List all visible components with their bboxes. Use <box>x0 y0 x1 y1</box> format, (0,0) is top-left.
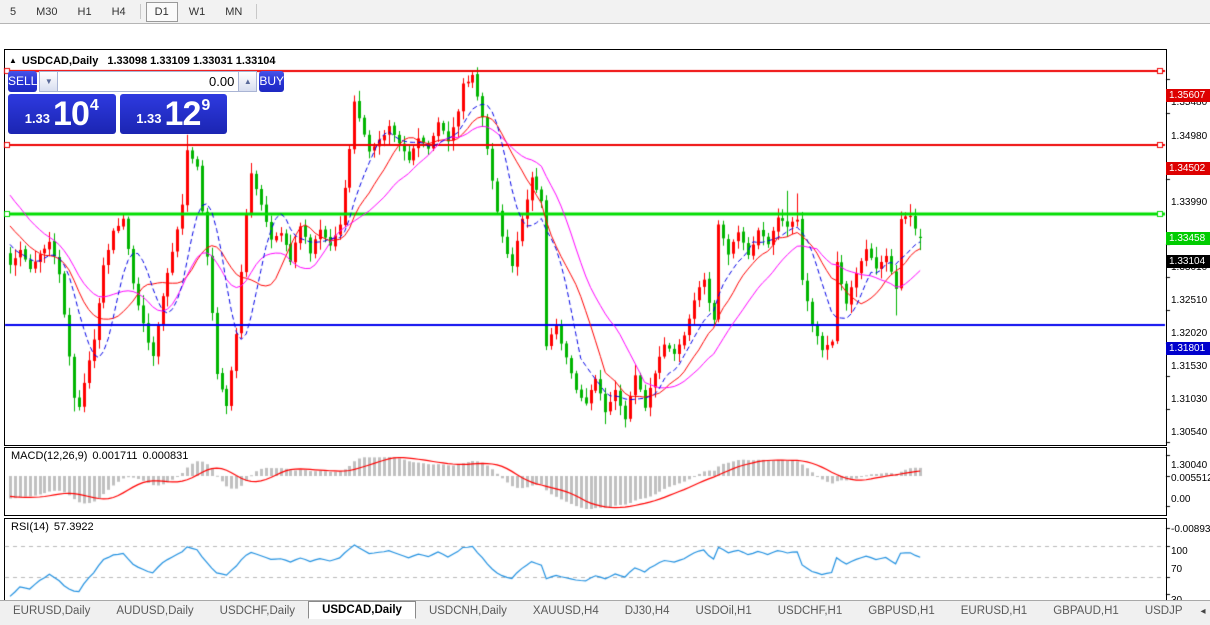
chart-tab-eurusd-daily[interactable]: EURUSD,Daily <box>13 605 91 617</box>
macd-signal-value: 0.000831 <box>142 450 189 462</box>
chart-tab-eurusd-h1[interactable]: EURUSD,H1 <box>960 605 1028 617</box>
volume-input[interactable] <box>58 71 239 92</box>
timeframe-button-mn[interactable]: MN <box>225 5 243 18</box>
macd-indicator-label: MACD(12,26,9) 0.001711 0.000831 <box>11 450 193 462</box>
volume-stepper: ▼ ▲ <box>39 71 258 92</box>
sell-price-prefix: 1.33 <box>24 111 51 126</box>
timeframe-button-w1[interactable]: W1 <box>188 5 206 18</box>
volume-increase-button[interactable]: ▲ <box>238 71 258 92</box>
hline-price-badge: 1.35607 <box>1166 88 1210 102</box>
macd-axis-label: 0.00 <box>1171 494 1191 505</box>
price-tick-label: 1.32510 <box>1171 295 1208 307</box>
arrow-down-icon: ▼ <box>44 77 53 86</box>
tab-scroll-left-icon[interactable]: ◂ <box>1200 606 1206 617</box>
chart-tab-usdcad-daily[interactable]: USDCAD,Daily <box>308 601 416 619</box>
price-tick-label: 1.30540 <box>1171 426 1208 438</box>
trade-prices-row: 1.33 10 4 1.33 12 9 <box>8 94 227 134</box>
buy-price-main: 12 <box>164 95 202 133</box>
macd-axis-label: 0.005512 <box>1171 473 1210 484</box>
buy-price-box[interactable]: 1.33 12 9 <box>119 94 227 134</box>
chart-title: ▲ USDCAD,Daily 1.33098 1.33109 1.33031 1.3… <box>9 55 276 67</box>
rsi-value: 57.3922 <box>53 521 94 533</box>
toolbar-separator <box>256 4 258 19</box>
buy-price-sup: 9 <box>201 97 211 114</box>
rsi-axis-label: 70 <box>1171 564 1183 575</box>
chart-tab-xauusd-h4[interactable]: XAUUSD,H4 <box>532 605 599 617</box>
tab-scroll-arrows: ◂▸ <box>1196 601 1210 622</box>
price-tick-label: 1.31030 <box>1171 394 1208 406</box>
hline-price-badge: 1.33458 <box>1166 231 1210 245</box>
chart-tab-dj30-h4[interactable]: DJ30,H4 <box>624 605 670 617</box>
timeframe-button-5[interactable]: 5 <box>10 5 17 18</box>
current-price-badge: 1.33104 <box>1166 255 1210 269</box>
arrow-up-icon: ▲ <box>243 77 252 86</box>
price-tick-label: 1.35480 <box>1171 97 1208 109</box>
chart-tab-usdjp[interactable]: USDJP <box>1144 605 1183 617</box>
buy-price-prefix: 1.33 <box>136 111 162 126</box>
rsi-indicator-label: RSI(14) 57.3922 <box>11 521 99 533</box>
macd-axis-label: -0.008938 <box>1171 524 1210 535</box>
chart-tab-usdchf-h1[interactable]: USDCHF,H1 <box>777 605 843 617</box>
chart-tab-bar: EURUSD,Daily AUDUSD,Daily USDCHF,Daily USDC… <box>0 600 1210 625</box>
price-tick-label: 1.31530 <box>1171 360 1208 372</box>
trade-controls-row: SELL ▼ ▲ BUY <box>8 71 285 92</box>
buy-button[interactable]: BUY <box>259 71 285 92</box>
volume-decrease-button[interactable]: ▼ <box>39 71 59 92</box>
price-tick-label: 1.34980 <box>1171 130 1208 142</box>
sell-button[interactable]: SELL <box>8 71 38 92</box>
rsi-axis-label: 100 <box>1171 546 1188 557</box>
timeframe-button-h1[interactable]: H1 <box>77 5 92 18</box>
toolbar-separator <box>139 4 141 19</box>
chart-tab-usdoil-h1[interactable]: USDOil,H1 <box>695 605 752 617</box>
chart-tab-usdcnh-daily[interactable]: USDCNH,Daily <box>428 605 507 617</box>
timeframe-button-h4[interactable]: H4 <box>111 5 126 18</box>
price-tick-label: 1.32020 <box>1171 328 1208 340</box>
chart-tab-audusd-daily[interactable]: AUDUSD,Daily <box>116 605 194 617</box>
chart-canvas[interactable] <box>0 48 1210 625</box>
price-tick-label: 1.33990 <box>1171 196 1208 208</box>
macd-name: MACD(12,26,9) <box>11 450 88 462</box>
sell-price-sup: 4 <box>89 97 99 114</box>
price-tick-label: 1.30040 <box>1171 460 1208 472</box>
chart-symbol-label: USDCAD,Daily <box>21 55 99 67</box>
timeframe-button-m30[interactable]: M30 <box>36 5 58 18</box>
chart-tab-usdchf-daily[interactable]: USDCHF,Daily <box>219 605 296 617</box>
timeframe-toolbar: 5 M30 H1 H4 D1 W1 MN <box>0 0 1210 24</box>
sell-price-box[interactable]: 1.33 10 4 <box>8 94 116 134</box>
hline-price-badge: 1.31801 <box>1166 342 1210 356</box>
macd-value: 0.001711 <box>92 450 138 462</box>
chart-tab-gbpusd-h1[interactable]: GBPUSD,H1 <box>868 605 935 617</box>
timeframe-button-d1[interactable]: D1 <box>145 1 178 22</box>
chart-ohlc-quote: 1.33098 1.33109 1.33031 1.33104 <box>107 55 276 67</box>
hline-price-badge: 1.34502 <box>1166 162 1210 176</box>
rsi-name: RSI(14) <box>11 521 49 533</box>
collapse-triangle-icon[interactable]: ▲ <box>9 56 17 65</box>
chart-tab-gbpaud-h1[interactable]: GBPAUD,H1 <box>1053 605 1119 617</box>
chart-window: ▲ USDCAD,Daily 1.33098 1.33109 1.33031 1.3… <box>0 24 1210 625</box>
sell-price-main: 10 <box>53 95 90 133</box>
